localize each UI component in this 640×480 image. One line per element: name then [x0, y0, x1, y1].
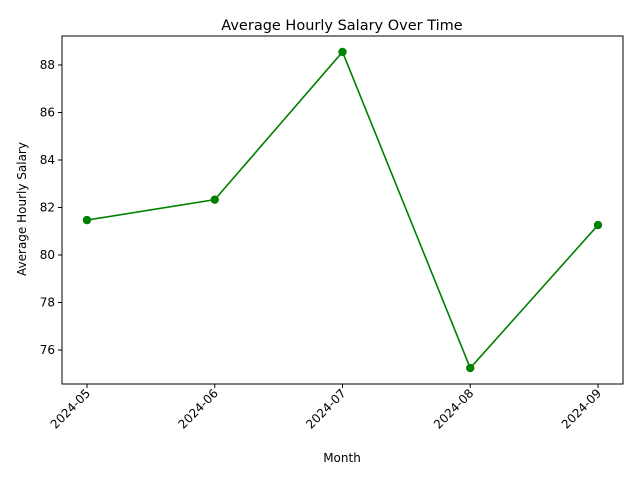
data-point-2024-07: [338, 47, 347, 57]
x-axis-label: Month: [323, 451, 361, 465]
data-point-2024-08: [466, 363, 475, 373]
chart-title: Average Hourly Salary Over Time: [221, 18, 463, 34]
y-tick-label-86: 86: [40, 105, 55, 119]
y-axis-ticks: 76 78 80 82 84 86 88: [40, 58, 62, 357]
y-tick-label-76: 76: [40, 343, 55, 357]
y-tick-label-84: 84: [40, 153, 55, 167]
y-tick-label-80: 80: [40, 248, 55, 262]
y-tick-label-78: 78: [40, 296, 55, 310]
data-point-2024-05: [82, 215, 92, 225]
y-tick-label-88: 88: [40, 58, 55, 72]
y-axis-label: Average Hourly Salary: [15, 142, 29, 276]
data-point-2024-09: [593, 220, 603, 230]
y-tick-label-82: 82: [40, 201, 55, 215]
data-point-2024-06: [210, 195, 219, 204]
